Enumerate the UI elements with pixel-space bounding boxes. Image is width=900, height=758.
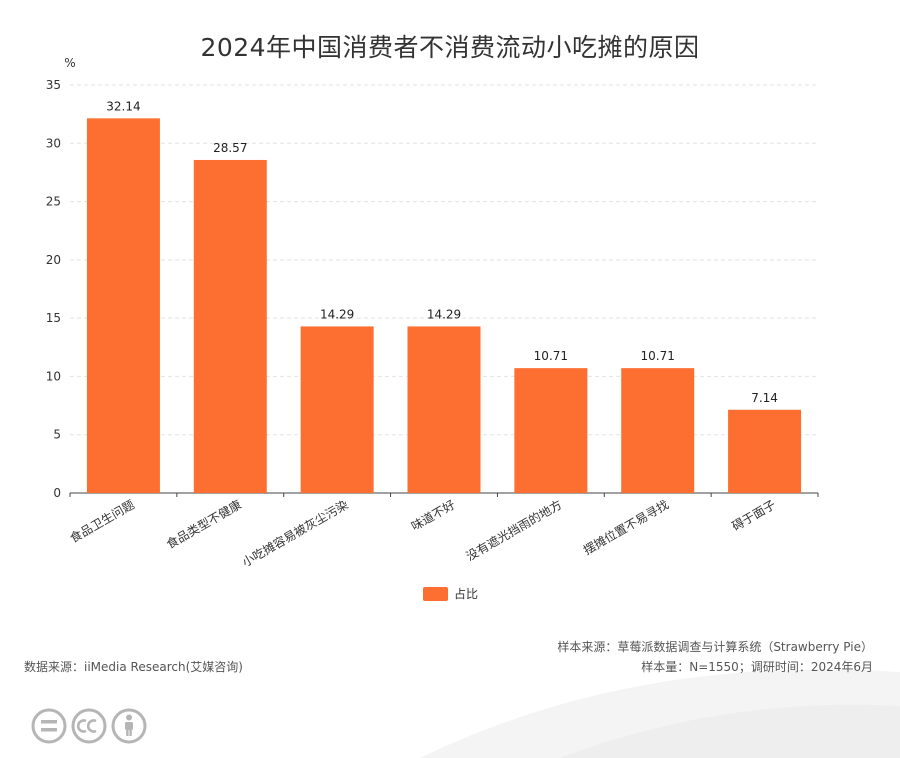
bar xyxy=(407,326,481,493)
x-tick-label: 没有遮光挡雨的地方 xyxy=(463,497,564,564)
sample-size: 样本量：N=1550；调研时间：2024年6月 xyxy=(641,660,873,674)
bar xyxy=(728,409,802,493)
equals-icon xyxy=(31,708,67,744)
bar xyxy=(193,159,267,493)
data-label: 10.71 xyxy=(534,349,568,363)
data-label: 7.14 xyxy=(751,391,778,405)
bar xyxy=(621,368,695,493)
x-tick-label: 食品类型不健康 xyxy=(164,497,244,552)
x-tick-label: 小吃摊容易被灰尘污染 xyxy=(239,497,350,570)
data-label: 14.29 xyxy=(320,307,354,321)
chart-title: 2024年中国消费者不消费流动小吃摊的原因 xyxy=(200,33,700,62)
y-tick-label: 5 xyxy=(53,428,61,442)
y-tick-label: 20 xyxy=(46,253,61,267)
data-label: 14.29 xyxy=(427,307,461,321)
x-tick-label: 食品卫生问题 xyxy=(67,497,137,546)
data-source: 数据来源：iiMedia Research(艾媒咨询) xyxy=(24,660,243,674)
sample-source: 样本来源：草莓派数据调查与计算系统（Strawberry Pie） xyxy=(557,640,873,654)
y-tick-label: 10 xyxy=(46,369,61,383)
x-tick-label: 摆摊位置不易寻找 xyxy=(581,497,672,558)
y-tick-label: 15 xyxy=(46,311,61,325)
legend-swatch xyxy=(423,587,448,601)
data-label: 28.57 xyxy=(213,141,247,155)
legend-label: 占比 xyxy=(454,586,478,601)
license-badges xyxy=(31,708,147,744)
bar xyxy=(300,326,374,493)
bar xyxy=(514,368,588,493)
y-tick-label: 30 xyxy=(46,136,61,150)
person-icon xyxy=(111,708,147,744)
y-axis-unit: % xyxy=(64,56,75,70)
y-tick-label: 25 xyxy=(46,195,61,209)
y-tick-label: 35 xyxy=(46,78,61,92)
data-label: 10.71 xyxy=(641,349,675,363)
bar-chart: % 0 5 10 15 20 25 30 35 32.14 食品卫生问题 28.57 食品类型不健康 14… xyxy=(46,56,819,601)
x-tick-label: 味道不好 xyxy=(409,497,458,533)
data-label: 32.14 xyxy=(106,99,140,113)
y-tick-label: 0 xyxy=(53,486,61,500)
bar xyxy=(86,118,160,494)
cc-icon xyxy=(71,708,107,744)
x-tick-label: 碍于面子 xyxy=(729,497,778,533)
